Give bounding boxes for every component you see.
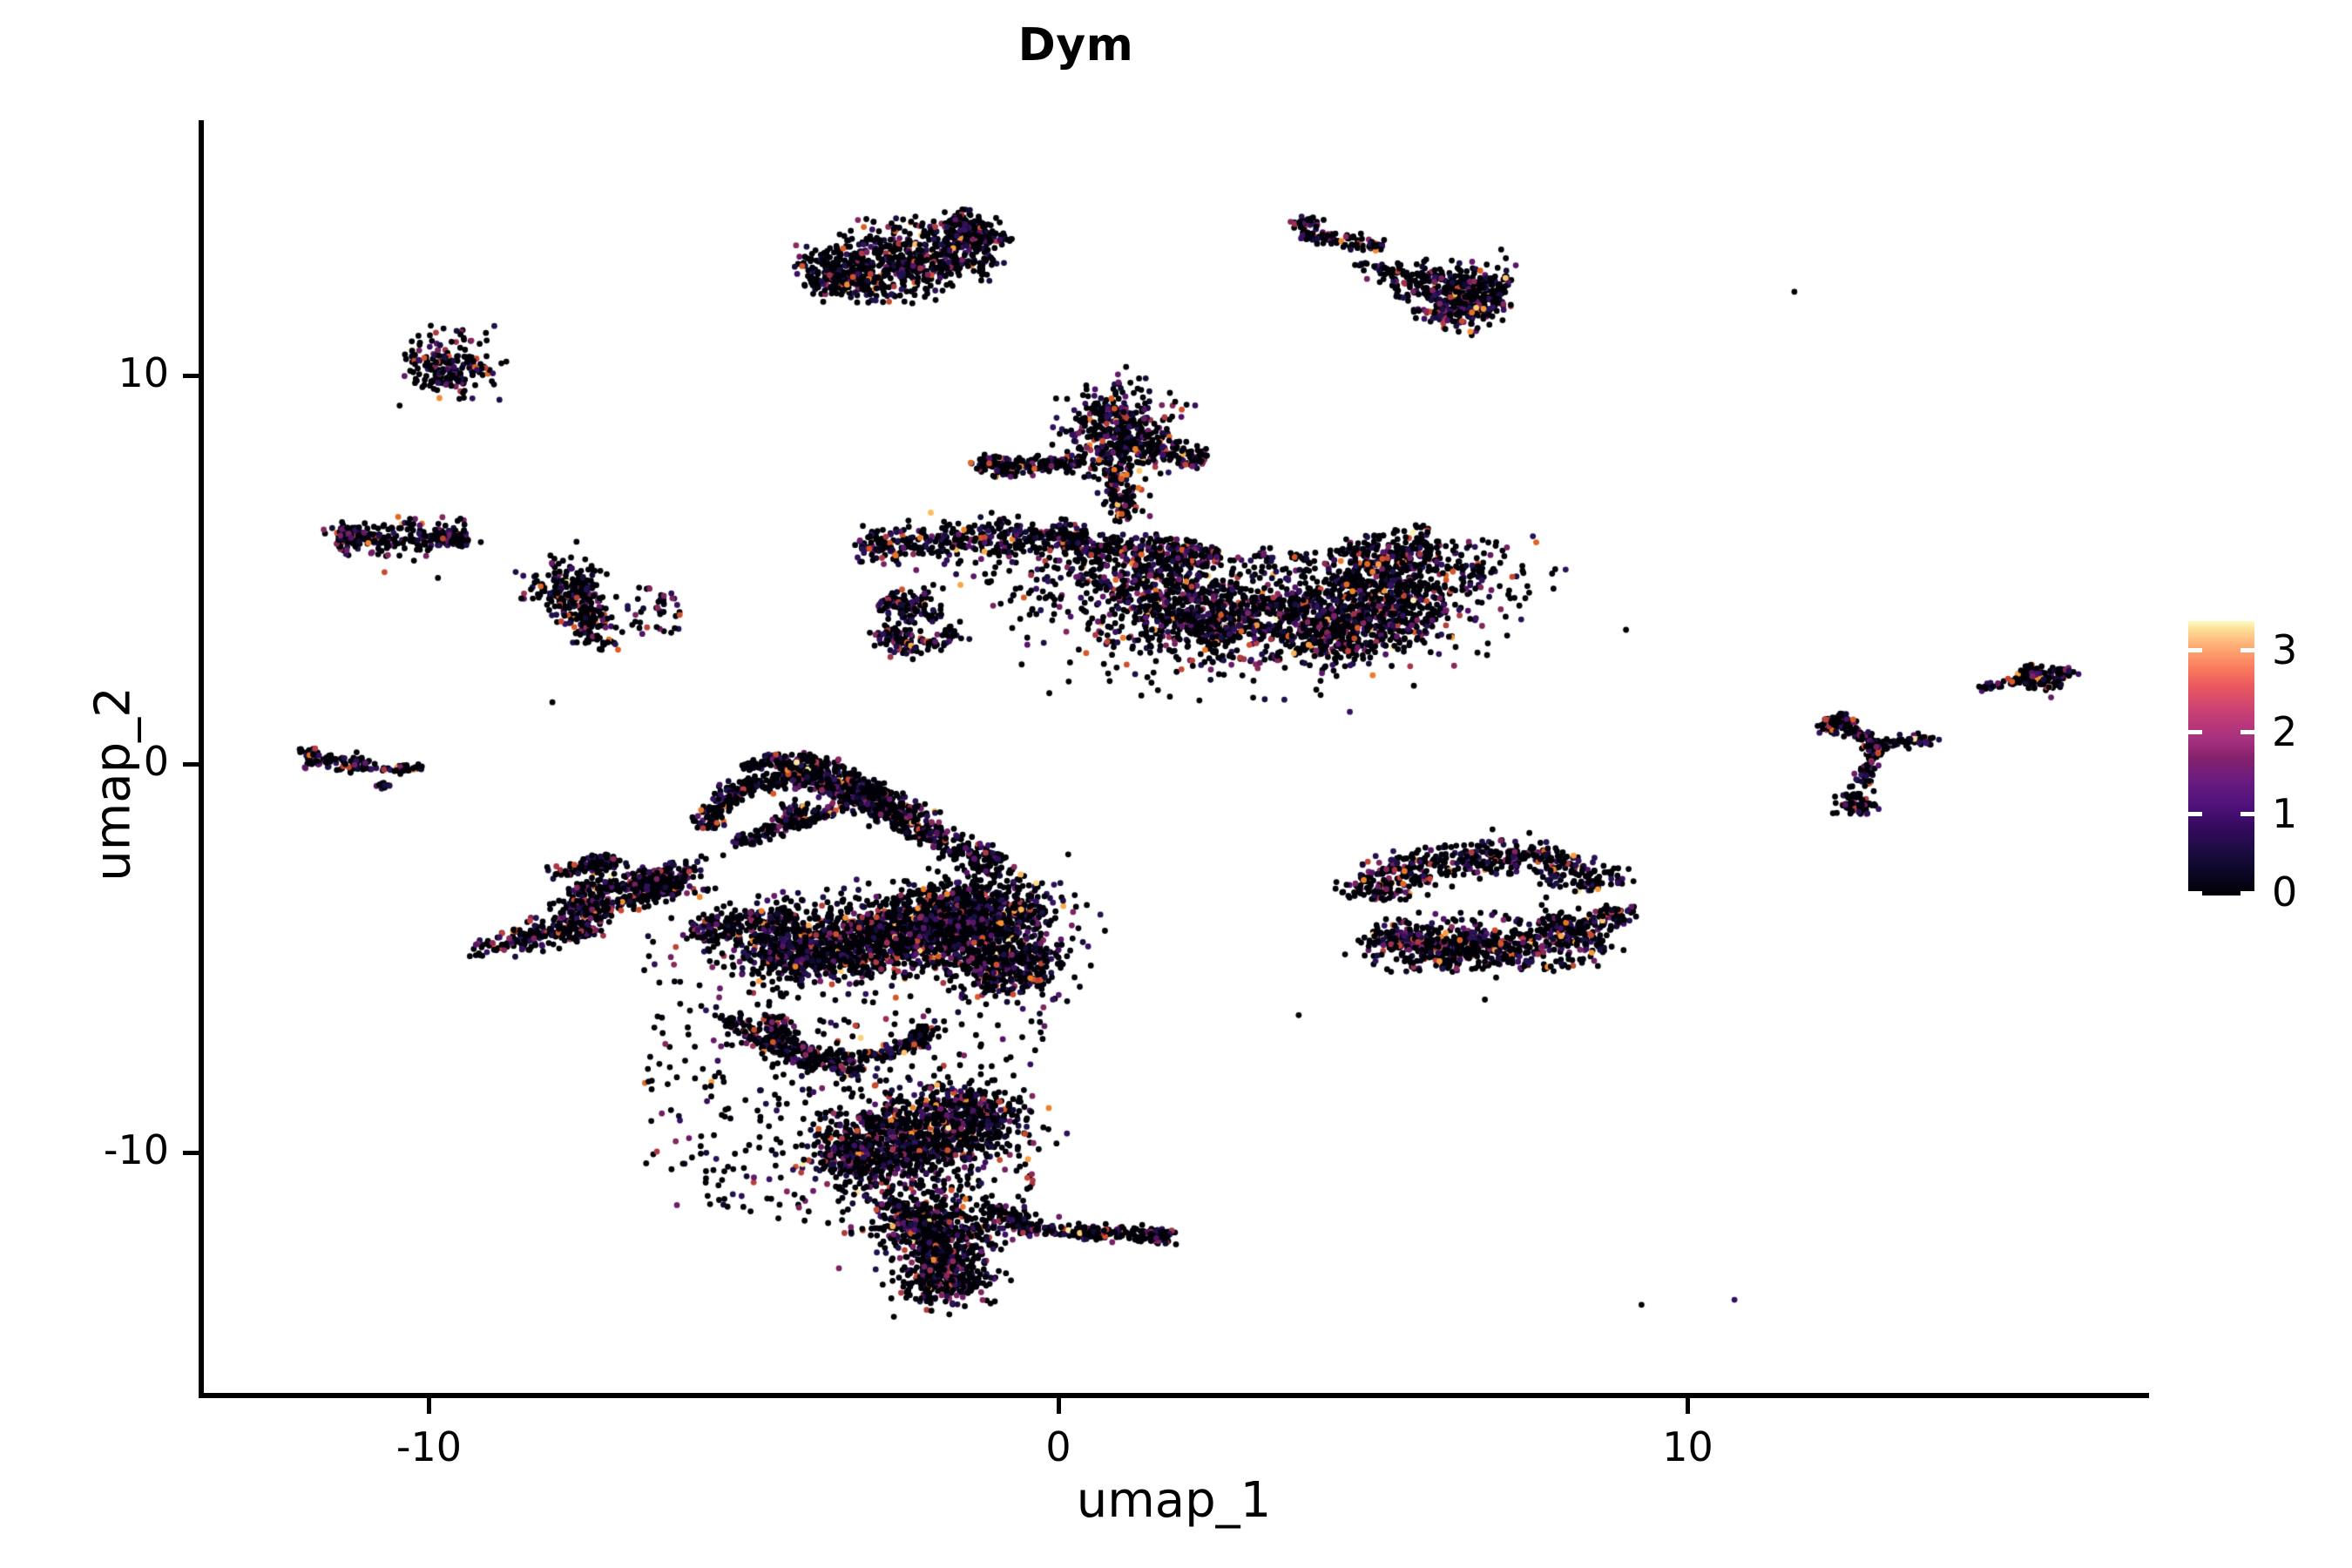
plot-axes: 10 0 -10 -10 0 10	[104, 120, 2149, 1470]
x-tick-0	[1056, 1398, 1061, 1414]
colorbar-tick-1	[2188, 811, 2202, 816]
page-title: Dym	[1017, 19, 1134, 71]
colorbar-tick-1	[2240, 811, 2254, 816]
x-tick-10	[1686, 1398, 1690, 1414]
y-tick-label-0: 0	[143, 738, 169, 785]
y-axis-label: umap_2	[84, 686, 142, 882]
colorbar-tick-2	[2188, 729, 2202, 734]
colorbar-tick-0	[2240, 891, 2254, 896]
colorbar-tick-3	[2188, 647, 2202, 652]
x-tick-label--10: -10	[395, 1423, 463, 1470]
colorbar-gradient	[2188, 621, 2254, 896]
x-tick-label-0: 0	[1045, 1423, 1071, 1470]
colorbar-label-2: 2	[2272, 707, 2298, 755]
scatter-plot-canvas	[199, 120, 2149, 1398]
colorbar-tick-0	[2188, 891, 2202, 896]
x-axis-label: umap_1	[1076, 1472, 1272, 1529]
y-tick-label-10: 10	[118, 349, 169, 396]
y-tick-0	[183, 761, 199, 767]
x-tick-label-10: 10	[1662, 1423, 1713, 1470]
colorbar-label-1: 1	[2272, 789, 2298, 837]
colorbar-label-0: 0	[2272, 868, 2298, 916]
colorbar-label-3: 3	[2272, 625, 2298, 673]
y-tick-10	[183, 373, 199, 378]
x-axis-spine	[199, 1393, 2149, 1398]
x-tick--10	[427, 1398, 431, 1414]
colorbar-tick-3	[2240, 647, 2254, 652]
y-tick-label--10: -10	[103, 1126, 169, 1173]
y-tick--10	[183, 1150, 199, 1155]
y-axis-spine	[199, 120, 204, 1398]
colorbar-tick-2	[2240, 729, 2254, 734]
